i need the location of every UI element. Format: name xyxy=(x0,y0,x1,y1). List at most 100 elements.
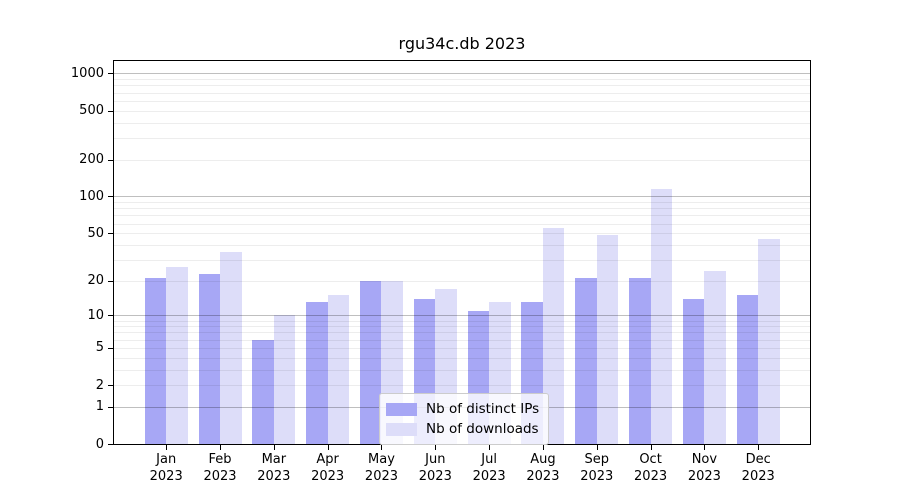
x-tick-label: Dec 2023 xyxy=(718,451,798,485)
x-tick-label: Feb 2023 xyxy=(180,451,260,485)
y-tick-label: 50 xyxy=(87,225,104,241)
gridline-minor xyxy=(114,100,810,102)
x-tick-label-month: May xyxy=(368,452,395,467)
x-tick-label: Jun 2023 xyxy=(395,451,475,485)
bar-nb-of-downloads-mar-2023 xyxy=(273,315,296,444)
gridline-minor xyxy=(114,137,810,139)
x-tick-label: May 2023 xyxy=(341,451,421,485)
y-tick-mark xyxy=(108,280,113,282)
gridline-minor xyxy=(114,320,810,322)
y-tick-mark xyxy=(108,196,113,198)
x-tick-mark xyxy=(273,445,275,450)
y-tick-mark xyxy=(108,159,113,161)
gridline-minor xyxy=(114,122,810,124)
x-tick-label-month: Jun xyxy=(425,452,446,467)
x-tick-label: Nov 2023 xyxy=(664,451,744,485)
gridline-minor xyxy=(114,85,810,87)
x-tick-label-year: 2023 xyxy=(311,469,345,484)
x-tick-label-year: 2023 xyxy=(580,469,614,484)
y-tick-label: 20 xyxy=(87,273,104,289)
legend-label-distinct-ips: Nb of distinct IPs xyxy=(426,401,540,417)
bar-nb-of-distinct-ips-sep-2023 xyxy=(575,278,597,444)
x-tick-label: Mar 2023 xyxy=(234,451,314,485)
bar-nb-of-downloads-jan-2023 xyxy=(166,267,188,444)
x-tick-label: Apr 2023 xyxy=(288,451,368,485)
gridline-minor xyxy=(114,92,810,94)
gridline-minor xyxy=(114,244,810,246)
bar-nb-of-downloads-aug-2023 xyxy=(542,228,565,444)
x-tick-mark xyxy=(220,445,222,450)
y-tick-mark xyxy=(108,73,113,75)
x-tick-mark xyxy=(327,445,329,450)
bar-nb-of-downloads-apr-2023 xyxy=(327,295,350,444)
y-tick-label: 100 xyxy=(79,188,104,204)
gridline-major xyxy=(114,73,810,75)
bar-nb-of-distinct-ips-oct-2023 xyxy=(629,278,651,444)
y-tick-label: 10 xyxy=(87,307,104,323)
y-tick-label: 200 xyxy=(79,152,104,168)
bar-nb-of-distinct-ips-nov-2023 xyxy=(682,298,705,444)
x-tick-label: Jul 2023 xyxy=(449,451,529,485)
x-tick-mark xyxy=(758,445,760,450)
bar-nb-of-distinct-ips-dec-2023 xyxy=(736,295,759,444)
x-tick-label-month: Jan xyxy=(156,452,177,467)
gridline-minor xyxy=(114,369,810,371)
legend: Nb of distinct IPs Nb of downloads xyxy=(379,393,549,445)
x-tick-label: Oct 2023 xyxy=(611,451,691,485)
x-tick-label-month: Oct xyxy=(639,452,662,467)
gridline-minor xyxy=(114,259,810,261)
x-tick-mark xyxy=(650,445,652,450)
x-tick-label-year: 2023 xyxy=(203,469,237,484)
gridline-major xyxy=(114,315,810,317)
x-tick-mark xyxy=(542,445,544,450)
bar-nb-of-downloads-dec-2023 xyxy=(758,238,780,444)
bar-nb-of-downloads-oct-2023 xyxy=(650,188,673,444)
y-tick-mark xyxy=(108,110,113,112)
y-tick-mark xyxy=(108,233,113,235)
gridline-minor xyxy=(114,233,810,235)
x-tick-label-year: 2023 xyxy=(526,469,560,484)
x-tick-label-month: Sep xyxy=(584,452,609,467)
x-tick-mark xyxy=(489,445,491,450)
y-tick-label: 1 xyxy=(95,399,104,415)
bar-nb-of-distinct-ips-jan-2023 xyxy=(144,278,167,444)
gridline-minor xyxy=(114,357,810,359)
x-tick-label: Sep 2023 xyxy=(557,451,637,485)
x-tick-label-year: 2023 xyxy=(149,469,183,484)
x-tick-label-year: 2023 xyxy=(418,469,452,484)
bar-nb-of-downloads-feb-2023 xyxy=(220,251,242,444)
chart-title: rgu34c.db 2023 xyxy=(398,34,526,53)
gridline-minor xyxy=(114,159,810,161)
bar-nb-of-distinct-ips-feb-2023 xyxy=(198,273,221,444)
gridline-minor xyxy=(114,385,810,387)
y-tick-label: 2 xyxy=(95,377,104,393)
y-tick-mark xyxy=(108,406,113,408)
grid-layer xyxy=(114,61,810,444)
gridline-minor xyxy=(114,223,810,225)
x-tick-label: Aug 2023 xyxy=(503,451,583,485)
gridline-minor xyxy=(114,215,810,217)
x-tick-label-month: Feb xyxy=(208,452,232,467)
gridline-minor xyxy=(114,280,810,282)
x-tick-mark xyxy=(381,445,383,450)
x-tick-label-month: Nov xyxy=(691,452,718,467)
x-tick-mark xyxy=(166,445,168,450)
x-tick-label-year: 2023 xyxy=(364,469,399,484)
x-tick-label-year: 2023 xyxy=(257,469,291,484)
y-tick-mark xyxy=(108,444,113,445)
bar-nb-of-distinct-ips-mar-2023 xyxy=(252,339,274,444)
x-tick-mark xyxy=(596,445,598,450)
x-tick-label-month: Apr xyxy=(316,452,339,467)
y-tick-label: 5 xyxy=(95,340,104,356)
legend-label-downloads: Nb of downloads xyxy=(426,421,539,437)
gridline-minor xyxy=(114,79,810,81)
x-tick-label-month: Dec xyxy=(745,452,771,467)
legend-item-downloads: Nb of downloads xyxy=(386,419,540,439)
y-tick-mark xyxy=(108,315,113,317)
gridline-minor xyxy=(114,326,810,328)
gridline-minor xyxy=(114,332,810,334)
legend-item-distinct-ips: Nb of distinct IPs xyxy=(386,399,540,419)
y-tick-label: 500 xyxy=(79,103,104,119)
y-tick-label: 1000 xyxy=(70,65,104,81)
